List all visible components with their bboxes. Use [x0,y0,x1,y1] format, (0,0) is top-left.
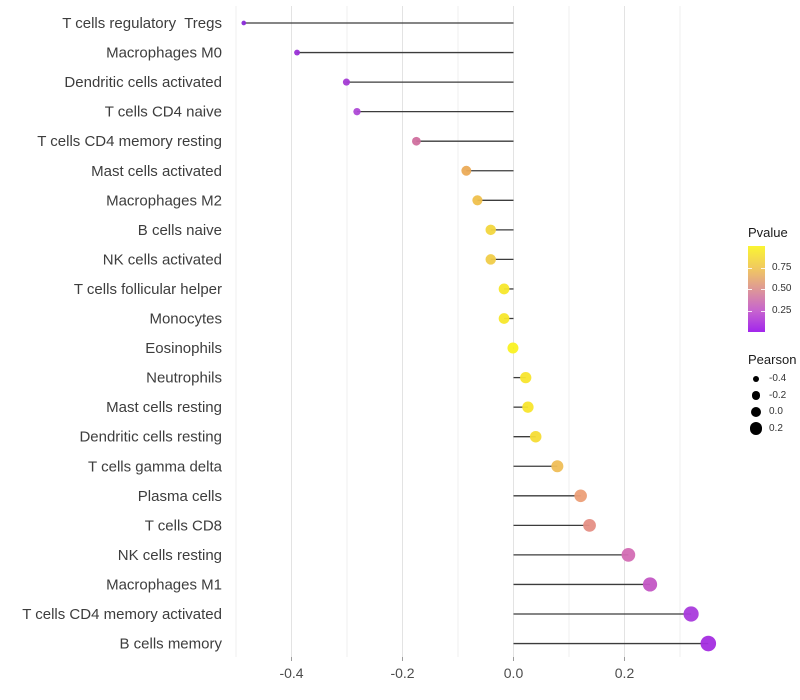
pearson-size-label: 0.2 [769,422,783,434]
lollipop-dot [507,342,519,354]
colorbar-tick-mark [761,310,765,312]
pearson-size-row: 0.2 [748,421,800,437]
y-axis-label: T cells CD4 memory activated [22,606,222,623]
lollipop-dot [412,136,421,146]
y-axis-label: Eosinophils [145,340,222,357]
lollipop-dot [520,371,532,384]
colorbar-tick-mark [748,289,752,290]
pearson-size-dot [751,391,761,400]
lollipop-dot [574,489,587,503]
y-axis-label: Dendritic cells activated [64,74,222,91]
pearson-size-row: -0.4 [748,371,800,387]
pvalue-legend-title: Pvalue [748,225,788,240]
pearson-size-row: -0.2 [748,388,800,404]
y-axis-label: T cells CD4 naive [105,104,222,121]
pearson-size-row: 0.0 [748,404,800,420]
y-axis-label: T cells gamma delta [88,458,223,475]
colorbar-tick-mark [761,267,765,269]
y-axis-label: NK cells activated [103,251,222,268]
lollipop-dot [342,78,350,86]
y-axis-label: Macrophages M0 [106,45,222,62]
y-axis-label: T cells CD4 memory resting [37,133,222,150]
lollipop-dot [294,49,301,56]
pvalue-tick-label: 0.25 [772,304,792,316]
lollipop-dot [461,165,472,176]
pvalue-tick-label: 0.75 [772,261,792,273]
lollipop-dot [683,606,699,622]
colorbar-tick-mark [761,289,765,290]
pearson-size-label: 0.0 [769,406,783,417]
y-axis-label: B cells memory [119,636,222,653]
lollipop-dot [485,254,496,265]
lollipop-dot [485,224,496,236]
x-axis-tick-label: -0.2 [390,665,414,681]
lollipop-dot [472,195,483,206]
y-axis-label: T cells follicular helper [74,281,222,298]
lollipop-dot [621,548,636,562]
x-axis-tick-label: 0.0 [504,665,524,681]
colorbar-tick-mark [748,267,752,269]
pearson-size-dot [749,422,763,435]
pearson-size-dot [750,406,762,418]
lollipop-dot [353,107,361,116]
pearson-size-dot [752,375,760,383]
lollipop-dot [583,518,596,532]
y-axis-label: Mast cells resting [106,399,222,416]
y-axis-label: Monocytes [149,311,222,328]
colorbar-tick-mark [748,310,752,312]
y-axis-label: Plasma cells [138,488,222,505]
lollipop-dot [498,283,510,295]
legend-panel: Pvalue 0.75 0.50 0.25 Pearson -0.4 -0.2 0.0 0… [748,225,800,455]
lollipop-dot [529,430,542,443]
pvalue-colorbar [748,246,765,332]
y-axis-label: T cells regulatory Tregs [62,15,222,32]
pearson-size-label: -0.2 [769,389,787,401]
y-axis-label: T cells CD8 [145,517,222,534]
y-axis-label: Dendritic cells resting [79,429,222,446]
y-axis-label: Neutrophils [146,370,222,387]
y-axis-label: NK cells resting [118,547,222,564]
y-axis-label: B cells naive [138,222,222,239]
lollipop-dot [522,401,534,413]
x-axis-tick-label: 0.2 [615,665,635,681]
y-axis-label: Mast cells activated [91,163,222,180]
pearson-size-label: -0.4 [769,373,787,384]
lollipop-dot [551,460,564,473]
pearson-legend-title: Pearson [748,352,797,367]
lollipop-dot [700,635,717,652]
lollipop-dot [241,20,247,26]
y-axis-label: Macrophages M2 [106,192,222,209]
lollipop-dot [498,313,510,324]
lollipop-dot [642,577,658,592]
x-axis-tick-label: -0.4 [279,665,303,681]
y-axis-label: Macrophages M1 [106,576,222,593]
pvalue-tick-label: 0.50 [772,283,792,294]
